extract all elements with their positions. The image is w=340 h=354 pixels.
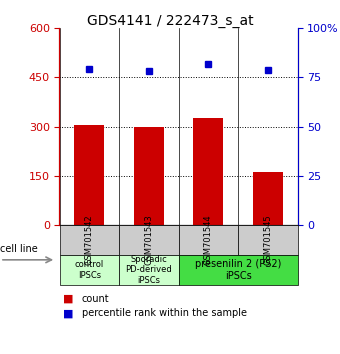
Bar bbox=[119, 225, 178, 255]
Text: percentile rank within the sample: percentile rank within the sample bbox=[82, 308, 246, 318]
Text: ■: ■ bbox=[63, 308, 73, 318]
Bar bbox=[178, 255, 298, 285]
Bar bbox=[253, 172, 283, 225]
Bar bbox=[134, 126, 164, 225]
Bar bbox=[59, 255, 119, 285]
Bar bbox=[74, 125, 104, 225]
Text: GDS4141 / 222473_s_at: GDS4141 / 222473_s_at bbox=[87, 14, 253, 28]
Text: cell line: cell line bbox=[0, 244, 38, 255]
Text: presenilin 2 (PS2)
iPSCs: presenilin 2 (PS2) iPSCs bbox=[195, 259, 281, 281]
Text: GSM701545: GSM701545 bbox=[263, 215, 272, 265]
Text: GSM701542: GSM701542 bbox=[85, 215, 94, 265]
Bar bbox=[178, 225, 238, 255]
Bar bbox=[193, 118, 223, 225]
Text: GSM701543: GSM701543 bbox=[144, 215, 153, 265]
Text: control
IPSCs: control IPSCs bbox=[74, 260, 104, 280]
Bar bbox=[59, 225, 119, 255]
Bar bbox=[238, 225, 298, 255]
Text: Sporadic
PD-derived
iPSCs: Sporadic PD-derived iPSCs bbox=[125, 255, 172, 285]
Text: GSM701544: GSM701544 bbox=[204, 215, 213, 265]
Text: ■: ■ bbox=[63, 294, 73, 304]
Bar bbox=[119, 255, 178, 285]
Text: count: count bbox=[82, 294, 109, 304]
